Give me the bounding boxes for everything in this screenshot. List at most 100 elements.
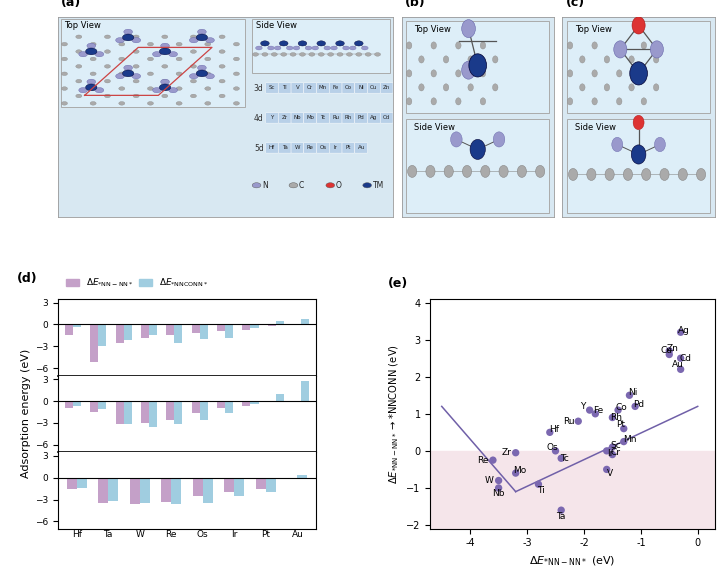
Circle shape	[336, 41, 344, 46]
FancyBboxPatch shape	[567, 119, 710, 213]
Point	[664, 346, 675, 356]
Bar	[98, 478, 108, 503]
Circle shape	[654, 137, 666, 152]
Bar	[65, 401, 73, 408]
Circle shape	[176, 87, 182, 91]
Circle shape	[493, 132, 505, 147]
Circle shape	[300, 53, 305, 56]
FancyBboxPatch shape	[355, 113, 367, 123]
Circle shape	[133, 35, 139, 38]
Point	[606, 413, 618, 422]
FancyBboxPatch shape	[252, 19, 390, 73]
Bar	[217, 401, 225, 408]
Circle shape	[161, 43, 170, 48]
Bar	[256, 478, 266, 489]
Bar	[161, 478, 171, 502]
Circle shape	[176, 102, 182, 105]
Circle shape	[617, 98, 622, 105]
Bar	[191, 401, 200, 413]
Point	[584, 406, 596, 415]
Text: Side View: Side View	[414, 123, 455, 132]
Text: Zr: Zr	[282, 116, 287, 120]
Circle shape	[629, 84, 635, 91]
Point	[606, 450, 618, 459]
Circle shape	[86, 48, 97, 55]
Circle shape	[324, 46, 331, 50]
Text: Ru: Ru	[563, 417, 575, 426]
Bar	[171, 478, 181, 504]
Point	[544, 428, 556, 437]
Text: V: V	[607, 469, 613, 478]
Circle shape	[604, 84, 609, 91]
Bar	[140, 478, 150, 503]
Circle shape	[147, 42, 154, 46]
Circle shape	[105, 94, 110, 98]
Point	[533, 479, 544, 489]
Circle shape	[76, 94, 82, 98]
Circle shape	[233, 42, 240, 46]
Circle shape	[162, 50, 168, 53]
Circle shape	[118, 72, 125, 76]
Text: Ti: Ti	[282, 85, 287, 91]
Text: Fe: Fe	[593, 406, 604, 415]
Circle shape	[79, 88, 87, 93]
Text: Side View: Side View	[256, 21, 297, 30]
Circle shape	[169, 52, 178, 57]
Circle shape	[592, 42, 597, 49]
Bar	[130, 478, 140, 504]
Bar	[108, 478, 118, 501]
Point	[510, 448, 521, 457]
Circle shape	[406, 42, 412, 49]
Bar	[203, 478, 213, 503]
Circle shape	[76, 80, 82, 83]
Circle shape	[463, 166, 471, 177]
Circle shape	[268, 46, 274, 50]
Point	[590, 409, 601, 418]
Point	[618, 437, 630, 446]
Circle shape	[90, 57, 96, 61]
FancyBboxPatch shape	[329, 143, 342, 153]
Text: Co: Co	[345, 85, 352, 91]
Text: 5d: 5d	[254, 144, 264, 153]
Text: Cu: Cu	[661, 346, 672, 354]
Text: (c): (c)	[565, 0, 585, 9]
Text: Zn: Zn	[666, 344, 679, 353]
Text: Pd: Pd	[633, 400, 644, 408]
Circle shape	[298, 41, 307, 46]
Text: N: N	[262, 181, 268, 190]
Point	[573, 417, 584, 426]
Circle shape	[86, 84, 97, 91]
FancyBboxPatch shape	[279, 143, 291, 153]
Circle shape	[469, 54, 487, 77]
Point	[510, 468, 521, 478]
Circle shape	[133, 94, 139, 98]
Circle shape	[90, 72, 96, 76]
Circle shape	[162, 94, 168, 98]
Y-axis label: $\Delta E_{*\mathrm{NN-NN}*}$$\rightarrow$$*$NNCONN (eV): $\Delta E_{*\mathrm{NN-NN}*}$$\rightarro…	[387, 344, 401, 484]
FancyBboxPatch shape	[316, 83, 329, 93]
FancyBboxPatch shape	[342, 83, 355, 93]
Circle shape	[363, 182, 372, 188]
Circle shape	[61, 57, 67, 61]
Circle shape	[132, 38, 141, 43]
Circle shape	[480, 42, 486, 49]
Circle shape	[61, 87, 67, 91]
Text: Au: Au	[357, 145, 365, 150]
Bar	[301, 318, 309, 324]
Bar	[297, 475, 308, 478]
Circle shape	[87, 79, 95, 84]
Text: Cu: Cu	[370, 85, 378, 91]
Bar	[141, 401, 149, 423]
Circle shape	[580, 56, 585, 63]
Circle shape	[133, 64, 139, 68]
Circle shape	[253, 53, 258, 56]
Circle shape	[492, 56, 498, 63]
Circle shape	[176, 57, 182, 61]
Circle shape	[604, 56, 609, 63]
Bar	[123, 401, 132, 424]
Text: Mn: Mn	[319, 85, 327, 91]
Bar	[225, 401, 233, 413]
Circle shape	[326, 182, 335, 188]
Text: Rh: Rh	[610, 413, 622, 422]
Circle shape	[123, 65, 133, 70]
